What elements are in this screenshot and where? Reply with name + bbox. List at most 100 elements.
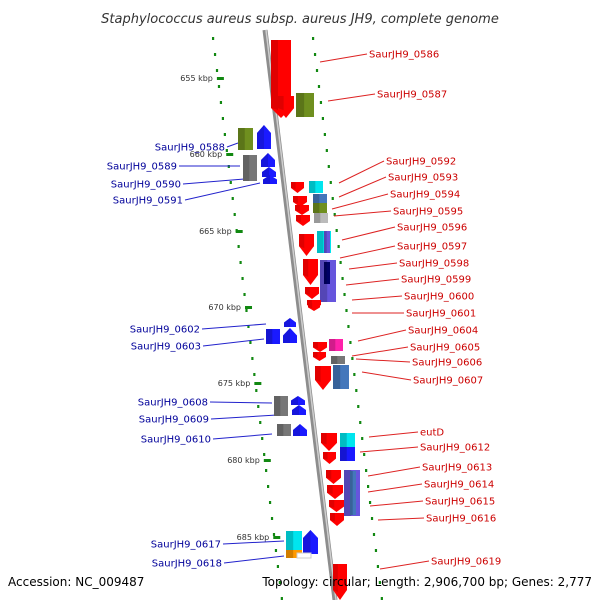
gene-feature-box[interactable] <box>329 339 343 351</box>
leader-line <box>351 295 403 301</box>
gene-label[interactable]: SaurJH9_0606 <box>412 358 482 369</box>
forward-gene-arrow[interactable] <box>330 513 344 526</box>
gene-feature-box[interactable] <box>286 531 302 552</box>
gene-label[interactable]: SaurJH9_0586 <box>369 50 439 61</box>
gene-label[interactable]: SaurJH9_0604 <box>408 326 478 337</box>
tick-dot <box>333 213 336 216</box>
gene-feature-box[interactable] <box>340 433 355 449</box>
gene-feature-box[interactable] <box>286 550 302 558</box>
gene-label[interactable]: SaurJH9_0618 <box>152 559 222 570</box>
reverse-gene-arrow[interactable] <box>261 153 275 167</box>
tick-dot <box>239 261 242 264</box>
tick-dot <box>329 181 332 184</box>
gene-label[interactable]: SaurJH9_0597 <box>397 242 467 253</box>
gene-label[interactable]: SaurJH9_0605 <box>410 343 480 354</box>
gene-label[interactable]: SaurJH9_0601 <box>406 309 476 320</box>
gene-label[interactable]: SaurJH9_0602 <box>130 325 200 336</box>
gene-feature-box[interactable] <box>296 93 314 117</box>
forward-gene-arrow[interactable] <box>327 485 343 499</box>
scale-tick <box>235 230 243 233</box>
gene-label[interactable]: SaurJH9_0592 <box>386 157 456 168</box>
tick-dot <box>249 341 252 344</box>
forward-gene-arrow[interactable] <box>329 500 344 512</box>
reverse-gene-arrow[interactable] <box>257 125 271 149</box>
gene-feature-box[interactable] <box>324 262 330 284</box>
tick-dot <box>211 37 215 40</box>
forward-gene-arrow[interactable] <box>291 182 304 193</box>
gene-label[interactable]: SaurJH9_0600 <box>404 292 474 303</box>
gene-label[interactable]: SaurJH9_0607 <box>413 376 483 387</box>
gene-label[interactable]: SaurJH9_0595 <box>393 207 463 218</box>
reverse-gene-arrow[interactable] <box>262 167 276 177</box>
gene-feature-box[interactable] <box>277 424 291 436</box>
gene-label[interactable]: SaurJH9_0598 <box>399 259 469 270</box>
tick-dot <box>341 277 344 280</box>
gene-label[interactable]: SaurJH9_0591 <box>113 196 183 207</box>
gene-feature-box[interactable] <box>296 552 312 559</box>
gene-label[interactable]: SaurJH9_0612 <box>420 443 490 454</box>
gene-label[interactable]: SaurJH9_0594 <box>390 190 460 201</box>
gene-label[interactable]: SaurJH9_0590 <box>111 180 181 191</box>
gene-feature-box[interactable] <box>333 365 349 389</box>
tick-dot <box>274 549 278 552</box>
gene-feature-box[interactable] <box>309 181 323 193</box>
gene-label[interactable]: SaurJH9_0593 <box>388 173 458 184</box>
gene-feature-box[interactable] <box>266 329 280 344</box>
gene-label[interactable]: SaurJH9_0609 <box>139 415 209 426</box>
forward-gene-arrow[interactable] <box>313 342 327 352</box>
gene-feature-box[interactable] <box>350 471 356 515</box>
tick-dot <box>357 405 360 408</box>
gene-label[interactable]: SaurJH9_0610 <box>141 435 211 446</box>
gene-feature-box[interactable] <box>324 231 330 253</box>
forward-gene-arrow[interactable] <box>315 366 331 390</box>
backbone-line <box>262 29 338 600</box>
reverse-gene-arrow[interactable] <box>291 396 305 405</box>
forward-gene-arrow[interactable] <box>303 259 318 285</box>
gene-label[interactable]: SaurJH9_0589 <box>107 162 177 173</box>
forward-gene-arrow[interactable] <box>321 433 337 451</box>
gene-label[interactable]: SaurJH9_0615 <box>425 497 495 508</box>
forward-gene-arrow[interactable] <box>278 96 294 118</box>
gene-label[interactable]: SaurJH9_0614 <box>424 480 494 491</box>
forward-gene-arrow[interactable] <box>299 234 314 256</box>
leader-line <box>212 433 273 440</box>
gene-label[interactable]: SaurJH9_0617 <box>151 540 221 551</box>
forward-gene-arrow[interactable] <box>308 303 320 311</box>
gene-feature-box[interactable] <box>331 356 345 364</box>
forward-gene-arrow[interactable] <box>296 215 310 226</box>
reverse-gene-arrow[interactable] <box>263 175 277 184</box>
gene-feature-box[interactable] <box>238 128 253 150</box>
gene-label[interactable]: SaurJH9_0588 <box>155 143 225 154</box>
gene-feature-box[interactable] <box>274 396 288 416</box>
forward-gene-arrow[interactable] <box>333 564 347 600</box>
gene-label[interactable]: SaurJH9_0616 <box>426 514 496 525</box>
gene-label[interactable]: SaurJH9_0619 <box>431 557 501 568</box>
reverse-gene-arrow[interactable] <box>292 405 306 415</box>
gene-label[interactable]: SaurJH9_0596 <box>397 223 467 234</box>
gene-label[interactable]: SaurJH9_0608 <box>138 398 208 409</box>
gene-feature-box[interactable] <box>340 447 355 461</box>
leader-line <box>339 245 396 259</box>
gene-label[interactable]: SaurJH9_0613 <box>422 463 492 474</box>
gene-feature-box[interactable] <box>313 194 327 205</box>
forward-gene-arrow[interactable] <box>313 352 326 361</box>
gene-label[interactable]: SaurJH9_0587 <box>377 90 447 101</box>
gene-label[interactable]: eutD <box>420 428 444 439</box>
scale-tick <box>226 153 234 156</box>
gene-feature-box[interactable] <box>243 155 257 181</box>
reverse-gene-arrow[interactable] <box>284 318 296 327</box>
leader-line <box>369 500 424 507</box>
gene-label[interactable]: SaurJH9_0599 <box>401 275 471 286</box>
forward-gene-arrow[interactable] <box>323 452 336 464</box>
gene-label[interactable]: SaurJH9_0603 <box>131 342 201 353</box>
reverse-gene-arrow[interactable] <box>293 424 307 436</box>
forward-gene-arrow[interactable] <box>326 470 341 484</box>
forward-gene-arrow[interactable] <box>305 287 319 299</box>
tick-dot <box>259 421 262 424</box>
forward-gene-arrow[interactable] <box>293 196 307 207</box>
reverse-gene-arrow[interactable] <box>283 328 297 343</box>
gene-feature-box[interactable] <box>313 203 327 213</box>
forward-gene-arrow[interactable] <box>295 205 309 215</box>
reverse-gene-arrow[interactable] <box>303 530 318 554</box>
gene-feature-box[interactable] <box>314 213 328 223</box>
